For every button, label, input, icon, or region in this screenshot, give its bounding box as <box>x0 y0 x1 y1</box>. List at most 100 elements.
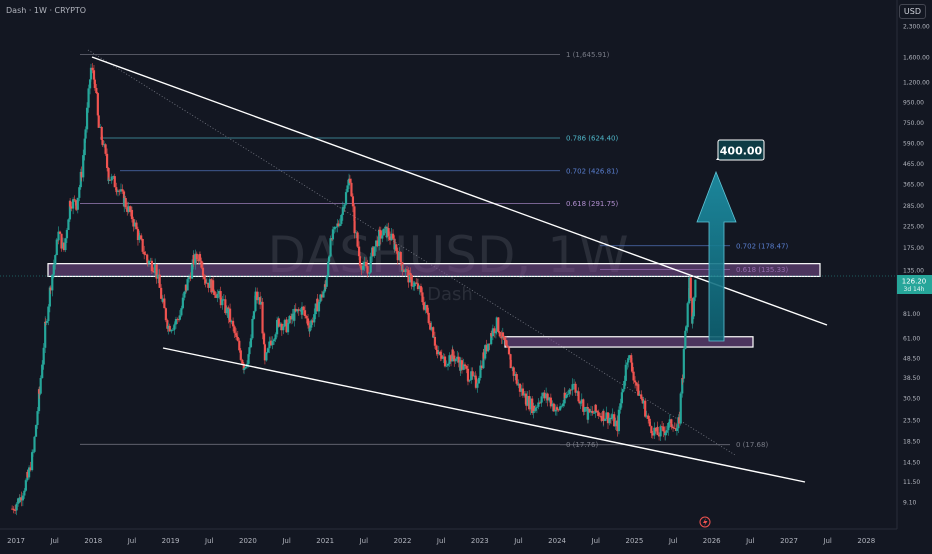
time-tick-label: 2023 <box>471 537 489 545</box>
candle-body <box>457 356 460 363</box>
candle-body <box>91 67 94 71</box>
candle-body <box>195 253 198 260</box>
candle-body <box>192 255 195 265</box>
candle-body <box>150 260 154 272</box>
candle-countdown: 3d 14h <box>904 286 925 293</box>
candle-body <box>201 267 205 276</box>
candle-body <box>356 232 359 247</box>
candle-body <box>577 391 580 402</box>
time-tick-label: Jul <box>359 537 369 545</box>
lower-trendline <box>162 347 806 483</box>
candle-body <box>132 219 135 227</box>
candle-body <box>251 318 254 339</box>
candle-body <box>109 179 112 181</box>
watermark-name: Dash <box>427 284 473 305</box>
candle-body <box>605 412 608 419</box>
candle-body <box>129 206 132 213</box>
candle-body <box>288 316 291 323</box>
symbol-title[interactable]: Dash · 1W · CRYPTO <box>6 6 87 15</box>
candle-body <box>515 374 518 384</box>
candle-body <box>585 407 588 408</box>
candle-body <box>497 317 500 333</box>
candle-body <box>31 451 35 453</box>
candle-body <box>523 393 526 396</box>
price-tick-label: 1,600.00 <box>903 55 930 62</box>
candle-body <box>606 412 610 424</box>
candle-body <box>640 394 643 399</box>
candle-body <box>305 316 308 319</box>
price-tick-label: 365.00 <box>903 182 924 189</box>
candle-body <box>689 277 692 299</box>
candle-body <box>659 426 662 437</box>
candle-body <box>412 286 415 287</box>
candle-body <box>632 371 635 381</box>
target-callout[interactable]: 400.00 <box>716 139 765 161</box>
fib-label: 0.786 (624.40) <box>566 135 618 143</box>
candle-body <box>521 388 525 396</box>
fib-label: 0.702 (178.47) <box>736 242 788 250</box>
trend-channel-lines[interactable] <box>91 56 828 483</box>
candle-body <box>421 292 424 303</box>
candle-body <box>361 265 365 270</box>
candle-body <box>679 393 682 424</box>
candle-body <box>93 79 96 88</box>
candle-body <box>656 426 659 436</box>
candle-body <box>388 236 392 241</box>
support-resistance-zones[interactable] <box>47 263 821 348</box>
candle-body <box>681 378 684 394</box>
candle-body <box>303 310 307 317</box>
candle-body <box>398 252 401 261</box>
candle-body <box>460 360 464 370</box>
candle-body <box>285 319 288 333</box>
candle-body <box>633 380 637 383</box>
candle-body <box>401 270 404 272</box>
candle-body <box>138 236 141 241</box>
candle-body <box>569 389 572 391</box>
candle-body <box>395 244 398 252</box>
candle-body <box>560 406 563 407</box>
candle-body <box>248 347 251 355</box>
candle-body <box>62 242 66 251</box>
candle-body <box>638 394 641 396</box>
candle-body <box>580 399 583 403</box>
candle-body <box>575 391 579 393</box>
candle-body <box>446 363 450 366</box>
candle-body <box>27 467 31 478</box>
candle-body <box>503 336 506 341</box>
projection-arrow[interactable] <box>696 170 737 342</box>
candle-body <box>517 383 520 386</box>
candle-body <box>378 229 381 231</box>
candle-body <box>216 293 219 298</box>
time-tick-label: 2026 <box>703 537 721 545</box>
candle-body <box>322 291 325 298</box>
candle-body <box>594 404 597 412</box>
candle-body <box>146 260 149 264</box>
candle-body <box>514 374 517 376</box>
candle-body <box>375 240 378 247</box>
candle-body <box>340 214 343 224</box>
time-axis[interactable]: 2017 Jul 2018 Jul 2019 Jul 2020 Jul 2021 Jul 2022 J… <box>7 537 875 545</box>
candle-body <box>562 403 565 407</box>
candle-body <box>691 316 694 324</box>
candle-body <box>654 427 657 432</box>
candle-body <box>254 291 257 296</box>
price-tick-label: 750.00 <box>903 120 924 127</box>
candle-body <box>242 368 246 371</box>
lightning-icon[interactable] <box>699 516 711 528</box>
time-tick-label: 2024 <box>548 537 566 545</box>
currency-button[interactable]: USD <box>898 4 926 19</box>
candle-body <box>337 223 340 227</box>
candle-body <box>38 389 41 394</box>
candle-body <box>419 286 423 293</box>
candle-body <box>324 284 327 287</box>
candle-body <box>116 190 120 192</box>
candle-body <box>47 306 50 322</box>
candle-body <box>424 305 427 310</box>
candle-body <box>244 366 247 369</box>
candle-body <box>272 339 276 342</box>
candle-body <box>422 302 426 310</box>
candle-body <box>130 209 134 220</box>
candle-body <box>520 388 523 392</box>
candle-body <box>470 371 473 381</box>
